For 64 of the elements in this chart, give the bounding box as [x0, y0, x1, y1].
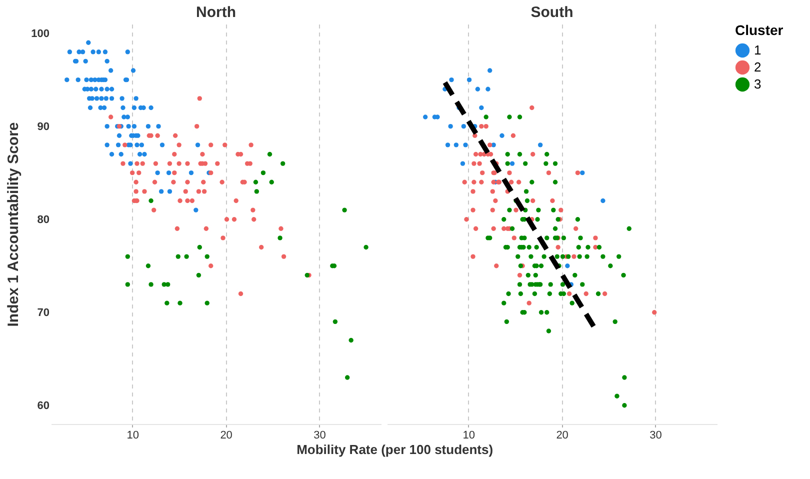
- point: [466, 77, 472, 82]
- point: [538, 142, 543, 148]
- y-tick-label: 60: [37, 400, 50, 412]
- point: [164, 300, 170, 306]
- chart-title: South: [530, 4, 574, 21]
- point: [148, 282, 154, 287]
- point: [148, 198, 154, 204]
- point: [445, 142, 450, 148]
- point: [146, 264, 151, 268]
- point: [253, 180, 258, 184]
- point: [204, 254, 210, 259]
- point: [487, 68, 492, 73]
- point: [475, 86, 480, 92]
- point: [422, 114, 428, 120]
- y-tick-label: 90: [37, 120, 50, 133]
- chart-title: North: [196, 4, 236, 21]
- x-tick-label: 10: [462, 430, 475, 442]
- point: [479, 105, 484, 110]
- point: [197, 244, 202, 250]
- y-tick-label: 100: [31, 28, 50, 40]
- point: [460, 161, 466, 166]
- x-tick-label: 10: [126, 430, 139, 442]
- point: [486, 86, 490, 92]
- x-tick-label: 20: [556, 430, 568, 442]
- point: [184, 254, 189, 259]
- y-tick-label: 70: [37, 306, 50, 319]
- point: [448, 124, 453, 129]
- point: [510, 161, 515, 166]
- point: [345, 375, 350, 380]
- point: [260, 170, 266, 176]
- point: [176, 254, 180, 259]
- point: [204, 300, 210, 306]
- x-tick-label: 30: [314, 430, 326, 442]
- point: [166, 282, 170, 287]
- legend-title: Cluster: [735, 22, 784, 38]
- point: [125, 254, 130, 259]
- point: [125, 282, 130, 287]
- point: [580, 170, 585, 176]
- x-tick-label: 30: [650, 430, 662, 442]
- point: [364, 244, 368, 250]
- legend-label: 1: [754, 42, 762, 58]
- y-tick-label: 80: [37, 214, 50, 226]
- point: [500, 133, 504, 138]
- point: [461, 124, 466, 129]
- point: [565, 264, 570, 268]
- point: [178, 300, 182, 306]
- point: [342, 208, 347, 212]
- point: [600, 198, 606, 204]
- point: [449, 77, 454, 82]
- y-axis-title: Index 1 Accountability Score: [5, 122, 22, 327]
- point: [254, 189, 260, 194]
- point: [280, 161, 286, 166]
- point: [267, 152, 272, 157]
- point: [269, 180, 274, 184]
- x-axis-title: Mobility Rate (per 100 students): [296, 442, 494, 457]
- legend-label: 3: [754, 76, 762, 92]
- point: [278, 236, 282, 240]
- point: [463, 142, 468, 148]
- point: [348, 338, 354, 343]
- point: [454, 142, 459, 148]
- point: [332, 319, 338, 324]
- point: [196, 272, 202, 278]
- legend-label: 2: [754, 60, 762, 74]
- x-tick-label: 20: [220, 430, 232, 442]
